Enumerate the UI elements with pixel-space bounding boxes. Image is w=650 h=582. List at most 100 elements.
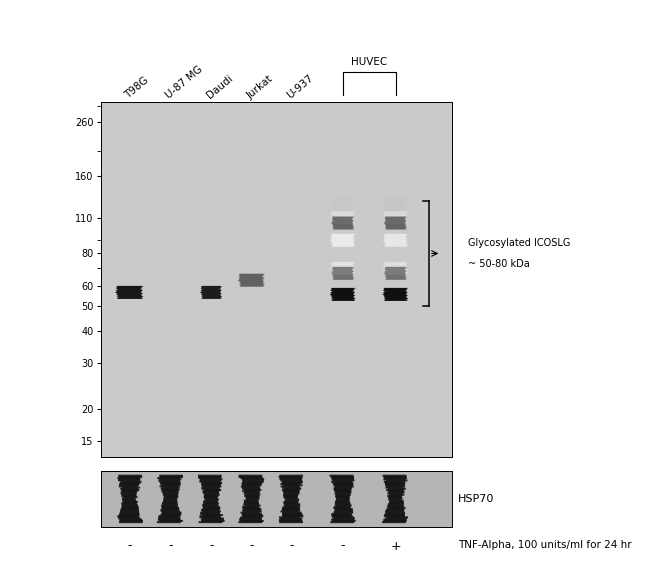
FancyBboxPatch shape bbox=[335, 495, 350, 497]
FancyBboxPatch shape bbox=[280, 520, 302, 522]
FancyBboxPatch shape bbox=[283, 502, 298, 504]
FancyBboxPatch shape bbox=[162, 512, 181, 514]
FancyBboxPatch shape bbox=[282, 508, 300, 510]
FancyBboxPatch shape bbox=[198, 475, 222, 477]
FancyBboxPatch shape bbox=[203, 507, 220, 509]
FancyBboxPatch shape bbox=[283, 492, 300, 495]
FancyBboxPatch shape bbox=[159, 515, 179, 517]
FancyBboxPatch shape bbox=[385, 510, 404, 513]
FancyBboxPatch shape bbox=[385, 483, 405, 485]
FancyBboxPatch shape bbox=[246, 499, 259, 501]
FancyBboxPatch shape bbox=[244, 508, 261, 510]
FancyBboxPatch shape bbox=[385, 512, 405, 514]
FancyBboxPatch shape bbox=[332, 516, 354, 519]
FancyBboxPatch shape bbox=[205, 494, 220, 496]
FancyBboxPatch shape bbox=[203, 490, 219, 492]
FancyBboxPatch shape bbox=[200, 480, 221, 481]
Text: +: + bbox=[390, 540, 401, 552]
FancyBboxPatch shape bbox=[162, 487, 180, 489]
FancyBboxPatch shape bbox=[389, 497, 402, 499]
FancyBboxPatch shape bbox=[159, 485, 179, 488]
FancyBboxPatch shape bbox=[331, 519, 354, 521]
FancyBboxPatch shape bbox=[386, 485, 405, 488]
FancyBboxPatch shape bbox=[240, 517, 262, 520]
FancyBboxPatch shape bbox=[200, 515, 220, 517]
FancyBboxPatch shape bbox=[202, 505, 218, 506]
FancyBboxPatch shape bbox=[242, 488, 260, 490]
Polygon shape bbox=[330, 262, 356, 275]
FancyBboxPatch shape bbox=[280, 478, 302, 480]
FancyBboxPatch shape bbox=[161, 508, 179, 510]
FancyBboxPatch shape bbox=[122, 500, 136, 502]
FancyBboxPatch shape bbox=[120, 519, 142, 521]
FancyBboxPatch shape bbox=[122, 487, 140, 489]
FancyBboxPatch shape bbox=[242, 515, 263, 517]
FancyBboxPatch shape bbox=[240, 512, 260, 514]
FancyBboxPatch shape bbox=[119, 476, 142, 478]
FancyBboxPatch shape bbox=[386, 489, 404, 491]
FancyBboxPatch shape bbox=[122, 497, 135, 499]
FancyBboxPatch shape bbox=[120, 482, 140, 484]
FancyBboxPatch shape bbox=[333, 517, 355, 520]
FancyBboxPatch shape bbox=[387, 506, 404, 508]
Text: TNF-Alpha, 100 units/ml for 24 hr: TNF-Alpha, 100 units/ml for 24 hr bbox=[458, 540, 632, 549]
FancyBboxPatch shape bbox=[283, 488, 301, 490]
Text: Jurkat: Jurkat bbox=[245, 73, 275, 101]
FancyBboxPatch shape bbox=[202, 514, 223, 516]
FancyBboxPatch shape bbox=[279, 476, 302, 478]
FancyBboxPatch shape bbox=[334, 489, 351, 491]
FancyBboxPatch shape bbox=[159, 480, 180, 481]
FancyBboxPatch shape bbox=[202, 520, 225, 522]
FancyBboxPatch shape bbox=[334, 490, 351, 492]
FancyBboxPatch shape bbox=[119, 513, 139, 515]
FancyBboxPatch shape bbox=[332, 482, 353, 484]
FancyBboxPatch shape bbox=[389, 494, 404, 496]
FancyBboxPatch shape bbox=[202, 508, 220, 510]
FancyBboxPatch shape bbox=[202, 517, 224, 520]
FancyBboxPatch shape bbox=[335, 496, 350, 498]
FancyBboxPatch shape bbox=[199, 521, 222, 523]
FancyBboxPatch shape bbox=[202, 482, 222, 484]
FancyBboxPatch shape bbox=[283, 501, 298, 503]
FancyBboxPatch shape bbox=[279, 516, 300, 519]
FancyBboxPatch shape bbox=[162, 491, 179, 494]
FancyBboxPatch shape bbox=[119, 514, 140, 516]
FancyBboxPatch shape bbox=[388, 507, 406, 509]
FancyBboxPatch shape bbox=[333, 507, 350, 509]
FancyBboxPatch shape bbox=[162, 492, 178, 495]
FancyBboxPatch shape bbox=[121, 492, 136, 495]
FancyBboxPatch shape bbox=[202, 484, 221, 486]
FancyBboxPatch shape bbox=[388, 503, 404, 505]
FancyBboxPatch shape bbox=[163, 497, 177, 499]
FancyBboxPatch shape bbox=[244, 501, 259, 503]
FancyBboxPatch shape bbox=[383, 475, 406, 477]
FancyBboxPatch shape bbox=[124, 501, 138, 503]
FancyBboxPatch shape bbox=[281, 482, 302, 484]
FancyBboxPatch shape bbox=[330, 475, 354, 477]
FancyBboxPatch shape bbox=[118, 517, 140, 520]
Text: -: - bbox=[127, 540, 132, 552]
FancyBboxPatch shape bbox=[201, 519, 224, 521]
Text: U-87 MG: U-87 MG bbox=[164, 64, 205, 101]
FancyBboxPatch shape bbox=[242, 481, 264, 482]
FancyBboxPatch shape bbox=[239, 519, 262, 521]
Polygon shape bbox=[200, 286, 222, 299]
FancyBboxPatch shape bbox=[242, 487, 260, 489]
FancyBboxPatch shape bbox=[280, 477, 302, 479]
FancyBboxPatch shape bbox=[242, 478, 264, 480]
FancyBboxPatch shape bbox=[204, 495, 218, 497]
FancyBboxPatch shape bbox=[242, 506, 259, 508]
FancyBboxPatch shape bbox=[334, 506, 351, 508]
FancyBboxPatch shape bbox=[332, 515, 353, 517]
FancyBboxPatch shape bbox=[161, 490, 178, 492]
FancyBboxPatch shape bbox=[332, 513, 352, 515]
FancyBboxPatch shape bbox=[384, 478, 406, 480]
FancyBboxPatch shape bbox=[336, 494, 351, 496]
FancyBboxPatch shape bbox=[333, 484, 353, 486]
FancyBboxPatch shape bbox=[118, 477, 140, 479]
FancyBboxPatch shape bbox=[205, 499, 219, 501]
FancyBboxPatch shape bbox=[240, 520, 264, 522]
Polygon shape bbox=[384, 217, 408, 229]
FancyBboxPatch shape bbox=[242, 480, 264, 481]
FancyBboxPatch shape bbox=[281, 485, 300, 488]
